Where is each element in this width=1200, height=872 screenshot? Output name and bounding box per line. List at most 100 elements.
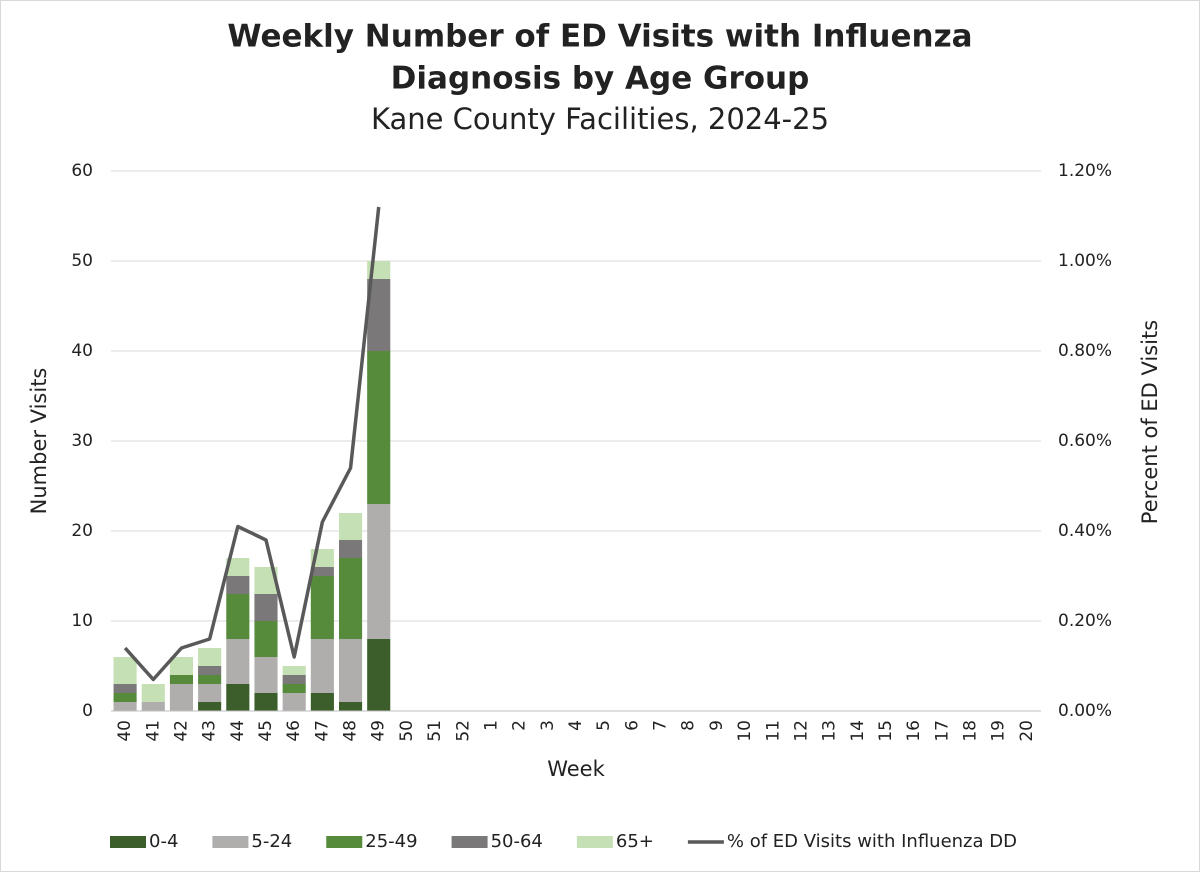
y2-tick-label: 0.40% xyxy=(1058,521,1112,541)
bar-segment xyxy=(169,657,194,675)
bar-segment xyxy=(282,666,306,675)
x-tick-label: 9 xyxy=(707,720,727,731)
y2-tick-label: 1.00% xyxy=(1058,251,1112,271)
bar-segment xyxy=(198,648,222,666)
x-tick-label: 46 xyxy=(284,720,304,742)
x-tick-label: 42 xyxy=(171,720,191,742)
x-tick-label: 3 xyxy=(538,720,558,731)
bar-segment xyxy=(367,504,391,639)
bar-segment xyxy=(254,594,278,621)
legend-swatch xyxy=(212,836,249,848)
y2-tick-label: 0.60% xyxy=(1058,431,1112,451)
x-tick-label: 2 xyxy=(510,720,530,731)
x-tick-label: 11 xyxy=(763,720,783,742)
bar-segment xyxy=(338,540,363,558)
bar-segment xyxy=(113,657,137,684)
y2-tick-label: 0.00% xyxy=(1058,701,1112,721)
line-series xyxy=(123,206,381,682)
bar-segment xyxy=(254,567,278,594)
legend-swatch xyxy=(110,836,146,848)
x-tick-label: 18 xyxy=(961,720,981,742)
y-tick-label: 0 xyxy=(82,701,93,721)
bar-segment xyxy=(282,675,306,684)
x-tick-label: 44 xyxy=(228,720,248,742)
chart-title: Diagnosis by Age Group xyxy=(391,61,810,97)
bar-segment xyxy=(198,684,222,702)
bar-segment xyxy=(310,639,334,693)
bar-segment xyxy=(226,576,250,594)
bar-segment xyxy=(226,558,250,576)
bar-segment xyxy=(169,684,194,711)
x-tick-label: 50 xyxy=(397,720,417,742)
legend-label: 65+ xyxy=(616,831,654,852)
bar-segment xyxy=(198,666,222,675)
bar-segment xyxy=(310,567,334,576)
bar-segment xyxy=(113,684,137,693)
x-tick-label: 15 xyxy=(876,720,896,742)
bar-segment xyxy=(338,558,363,639)
legend-label: % of ED Visits with Influenza DD xyxy=(727,831,1017,852)
bar-segment xyxy=(254,657,278,693)
bar-segment xyxy=(367,639,391,711)
x-tick-label: 4 xyxy=(566,720,586,731)
x-tick-label: 1 xyxy=(481,720,501,731)
bar-segment xyxy=(310,693,334,711)
bar-segment xyxy=(198,702,222,711)
legend-label: 50-64 xyxy=(491,831,543,852)
bar-segment xyxy=(338,513,363,540)
y-tick-label: 30 xyxy=(71,431,93,451)
legend-swatch xyxy=(576,836,613,848)
x-tick-label: 8 xyxy=(679,720,699,731)
bar-segment xyxy=(282,684,306,693)
x-tick-label: 13 xyxy=(820,720,840,742)
x-tick-label: 17 xyxy=(932,720,952,742)
bar-segment xyxy=(254,693,278,711)
x-tick-label: 51 xyxy=(425,720,445,742)
x-tick-label: 10 xyxy=(735,720,755,742)
bar-segment xyxy=(367,351,391,504)
x-tick-label: 52 xyxy=(453,720,473,742)
bar-segment xyxy=(198,675,222,684)
legend-label: 0-4 xyxy=(149,831,178,852)
x-tick-label: 5 xyxy=(594,720,614,731)
y2-tick-label: 0.80% xyxy=(1058,341,1112,361)
y-tick-label: 20 xyxy=(71,521,93,541)
legend-label: 5-24 xyxy=(251,831,292,852)
chart-title: Weekly Number of ED Visits with Influenz… xyxy=(227,19,972,55)
x-tick-label: 45 xyxy=(256,720,276,742)
bar-segment xyxy=(141,684,165,702)
x-tick-label: 41 xyxy=(143,720,163,742)
bar-segment xyxy=(367,279,391,351)
x-tick-label: 20 xyxy=(1017,720,1037,742)
x-tick-label: 43 xyxy=(200,720,220,742)
x-tick-label: 12 xyxy=(791,720,811,742)
legend-swatch xyxy=(451,836,488,848)
bar-segment xyxy=(226,684,250,711)
x-tick-label: 16 xyxy=(904,720,924,742)
bar-segment xyxy=(282,693,306,711)
y-axis-label: Number Visits xyxy=(27,368,51,515)
x-tick-label: 7 xyxy=(651,720,671,731)
y2-axis-label: Percent of ED Visits xyxy=(1138,320,1162,524)
y-tick-label: 50 xyxy=(71,251,93,271)
bar-segment xyxy=(338,702,363,711)
bar-segment xyxy=(254,621,278,657)
x-tick-label: 47 xyxy=(312,720,332,742)
x-tick-label: 49 xyxy=(369,720,389,742)
y-tick-label: 10 xyxy=(71,611,93,631)
x-axis-label: Week xyxy=(547,757,605,781)
x-tick-label: 6 xyxy=(622,720,642,731)
x-tick-label: 19 xyxy=(989,720,1009,742)
y2-tick-label: 1.20% xyxy=(1058,161,1112,181)
bar-segment xyxy=(310,576,334,639)
bar-segment xyxy=(226,594,250,639)
y2-tick-label: 0.20% xyxy=(1058,611,1112,631)
y-tick-label: 60 xyxy=(71,161,93,181)
legend-swatch xyxy=(326,836,363,848)
chart-subtitle: Kane County Facilities, 2024-25 xyxy=(371,102,829,136)
bar-segment xyxy=(113,693,137,702)
x-tick-label: 48 xyxy=(341,720,361,742)
bar-segment xyxy=(141,702,165,711)
